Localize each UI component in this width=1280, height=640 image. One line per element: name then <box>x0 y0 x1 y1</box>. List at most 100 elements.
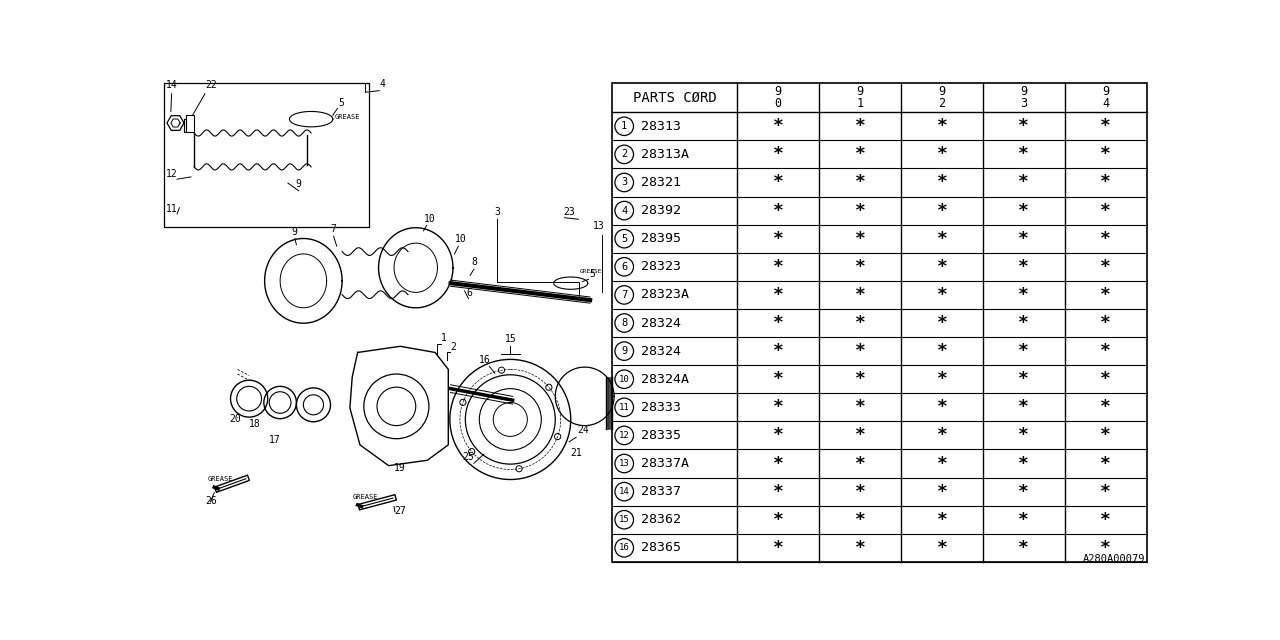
Text: *: * <box>855 314 865 332</box>
Text: *: * <box>773 314 783 332</box>
Circle shape <box>614 117 634 136</box>
Text: *: * <box>773 145 783 163</box>
Text: 8: 8 <box>471 257 477 268</box>
Text: 28324A: 28324A <box>641 372 689 386</box>
Text: *: * <box>855 145 865 163</box>
Text: 2: 2 <box>621 149 627 159</box>
Circle shape <box>614 539 634 557</box>
Text: 3: 3 <box>495 207 500 218</box>
Text: *: * <box>773 342 783 360</box>
Text: *: * <box>937 511 947 529</box>
Text: 28323A: 28323A <box>641 289 689 301</box>
Text: *: * <box>937 117 947 135</box>
Text: *: * <box>1019 117 1029 135</box>
Text: *: * <box>1101 342 1111 360</box>
Text: *: * <box>1019 426 1029 444</box>
Text: *: * <box>1101 314 1111 332</box>
Text: *: * <box>1101 258 1111 276</box>
Text: 9: 9 <box>292 227 298 237</box>
Text: 26: 26 <box>205 496 216 506</box>
Circle shape <box>614 342 634 360</box>
Text: *: * <box>1101 145 1111 163</box>
Text: 1: 1 <box>621 121 627 131</box>
Text: *: * <box>937 539 947 557</box>
Text: 13: 13 <box>618 459 630 468</box>
Text: 28324: 28324 <box>641 317 681 330</box>
Text: *: * <box>1019 258 1029 276</box>
Text: 7: 7 <box>330 225 337 234</box>
Text: 5: 5 <box>621 234 627 244</box>
Text: *: * <box>855 258 865 276</box>
Text: *: * <box>1019 230 1029 248</box>
Text: 23: 23 <box>563 207 575 218</box>
Text: *: * <box>1019 511 1029 529</box>
Text: 10: 10 <box>618 374 630 384</box>
Circle shape <box>614 257 634 276</box>
Text: 14: 14 <box>166 81 178 90</box>
Text: 9
4: 9 4 <box>1102 85 1110 110</box>
Text: *: * <box>773 370 783 388</box>
Text: *: * <box>773 511 783 529</box>
Text: 3: 3 <box>621 177 627 188</box>
Text: *: * <box>1101 370 1111 388</box>
Text: 12: 12 <box>166 169 178 179</box>
Text: 9: 9 <box>296 179 302 189</box>
Text: 28333: 28333 <box>641 401 681 414</box>
Text: PARTS CØRD: PARTS CØRD <box>632 91 717 104</box>
Circle shape <box>614 483 634 501</box>
Text: *: * <box>855 539 865 557</box>
Text: 28392: 28392 <box>641 204 681 217</box>
Circle shape <box>614 426 634 445</box>
Text: 28337: 28337 <box>641 485 681 498</box>
Text: *: * <box>937 370 947 388</box>
Text: *: * <box>1101 230 1111 248</box>
Text: *: * <box>937 483 947 500</box>
Text: 19: 19 <box>394 463 406 473</box>
Text: *: * <box>773 398 783 417</box>
Text: *: * <box>1101 454 1111 472</box>
Text: 28321: 28321 <box>641 176 681 189</box>
Text: 28324: 28324 <box>641 344 681 358</box>
Bar <box>612 83 1147 562</box>
Text: 16: 16 <box>479 355 492 365</box>
Text: 1: 1 <box>440 333 447 343</box>
Text: 11: 11 <box>618 403 630 412</box>
Text: 21: 21 <box>571 447 582 458</box>
Text: *: * <box>855 230 865 248</box>
Text: *: * <box>855 398 865 417</box>
Text: *: * <box>1101 511 1111 529</box>
Circle shape <box>614 230 634 248</box>
Text: *: * <box>773 426 783 444</box>
Text: 4: 4 <box>621 205 627 216</box>
Text: *: * <box>855 286 865 304</box>
Text: *: * <box>1101 398 1111 417</box>
Text: *: * <box>1019 202 1029 220</box>
Text: 5: 5 <box>338 98 344 108</box>
Text: 25: 25 <box>462 452 474 462</box>
Text: 6: 6 <box>621 262 627 272</box>
Text: 6: 6 <box>466 288 472 298</box>
Text: *: * <box>1101 286 1111 304</box>
Text: 24: 24 <box>577 424 589 435</box>
Text: 7: 7 <box>621 290 627 300</box>
Text: *: * <box>773 454 783 472</box>
Circle shape <box>614 202 634 220</box>
Text: *: * <box>1019 539 1029 557</box>
Text: *: * <box>937 173 947 191</box>
Text: 22: 22 <box>205 81 216 90</box>
Text: *: * <box>773 173 783 191</box>
Text: 20: 20 <box>229 413 242 424</box>
Text: *: * <box>855 426 865 444</box>
Text: *: * <box>773 286 783 304</box>
Text: 28313: 28313 <box>641 120 681 132</box>
Text: 27: 27 <box>394 506 406 516</box>
Text: GREASE: GREASE <box>352 494 378 500</box>
Circle shape <box>614 511 634 529</box>
Text: *: * <box>1101 426 1111 444</box>
Text: 9
2: 9 2 <box>938 85 946 110</box>
Text: *: * <box>937 258 947 276</box>
Text: *: * <box>937 342 947 360</box>
Circle shape <box>614 145 634 164</box>
Circle shape <box>614 454 634 473</box>
Text: 28323: 28323 <box>641 260 681 273</box>
